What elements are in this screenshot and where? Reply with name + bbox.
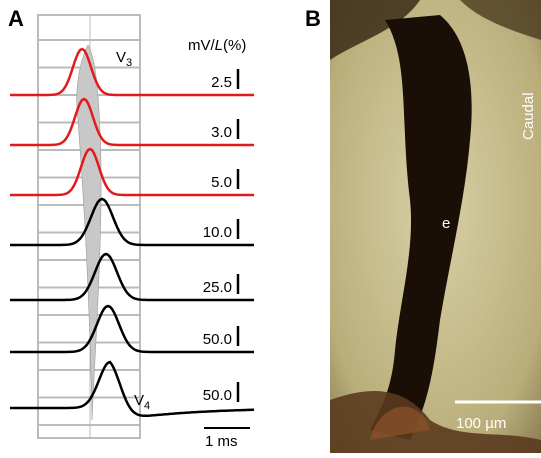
v4-label: V4 bbox=[134, 392, 150, 412]
scale-label: 50.0 bbox=[203, 331, 232, 348]
micrograph bbox=[330, 0, 541, 453]
orientation-label: Caudal bbox=[520, 92, 537, 140]
scale-label: 5.0 bbox=[211, 174, 232, 191]
scale-label: 10.0 bbox=[203, 224, 232, 241]
scale-header: mV/L(%) bbox=[188, 37, 246, 54]
scale-label: 2.5 bbox=[211, 74, 232, 91]
scale-label: 3.0 bbox=[211, 124, 232, 141]
scale-bar-label: 100 µm bbox=[456, 415, 506, 432]
grid bbox=[38, 15, 140, 438]
figure: B Caudal e 100 µm A 2.5 3.0 5.0 10.0 25.0 50.… bbox=[0, 0, 541, 453]
v3-label: V3 bbox=[116, 49, 132, 69]
structure-label: e bbox=[442, 215, 450, 232]
scale-label: 50.0 bbox=[203, 387, 232, 404]
panel-label: A bbox=[8, 6, 24, 31]
scale-label: 25.0 bbox=[203, 279, 232, 296]
time-bar-label: 1 ms bbox=[205, 433, 238, 450]
panel-label: B bbox=[305, 6, 321, 31]
